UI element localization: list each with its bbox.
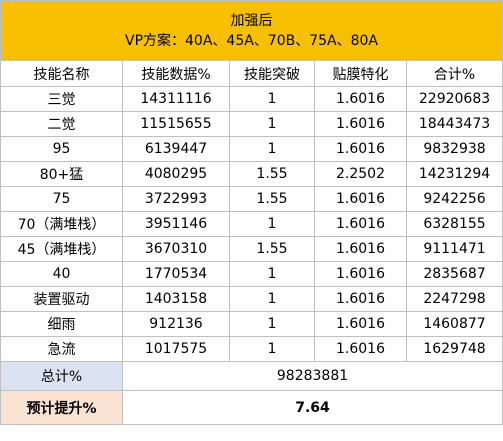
cell-skill-breakthrough: 1.55	[229, 161, 315, 187]
table-row: 70（满堆栈） 3951146 1 1.6016 6328155	[0, 211, 503, 237]
cell-total: 1460877	[405, 311, 503, 337]
cell-skill-breakthrough: 1.55	[229, 236, 315, 262]
header-total: 合计%	[405, 60, 503, 87]
table-row: 95 6139447 1 1.6016 9832938	[0, 136, 503, 162]
cell-skill-breakthrough: 1.55	[229, 186, 315, 212]
cell-film-specialization: 1.6016	[314, 311, 407, 337]
table-row: 40 1770534 1 1.6016 2835687	[0, 261, 503, 287]
cell-total: 9242256	[405, 186, 503, 212]
cell-skill-name: 三觉	[0, 86, 123, 112]
cell-film-specialization: 1.6016	[314, 261, 407, 287]
table-row: 45（满堆栈） 3670310 1.55 1.6016 9111471	[0, 236, 503, 262]
title-row: 加强后 VP方案：40A、45A、70B、75A、80A	[0, 0, 503, 61]
cell-skill-data: 3722993	[122, 186, 230, 212]
table-row: 80+猛 4080295 1.55 2.2502 14231294	[0, 161, 503, 187]
damage-table: 加强后 VP方案：40A、45A、70B、75A、80A 技能名称 技能数据% …	[0, 0, 503, 425]
cell-skill-data: 912136	[122, 311, 230, 337]
cell-film-specialization: 1.6016	[314, 186, 407, 212]
total-label: 总计%	[0, 361, 123, 391]
cell-skill-name: 80+猛	[0, 161, 123, 187]
cell-skill-data: 4080295	[122, 161, 230, 187]
cell-film-specialization: 1.6016	[314, 86, 407, 112]
cell-skill-data: 3951146	[122, 211, 230, 237]
title-cell: 加强后 VP方案：40A、45A、70B、75A、80A	[0, 0, 503, 61]
cell-skill-name: 45（满堆栈）	[0, 236, 123, 262]
predicted-row: 预计提升% 7.64	[0, 390, 503, 425]
cell-total: 1629748	[405, 336, 503, 362]
cell-skill-name: 装置驱动	[0, 286, 123, 312]
cell-total: 14231294	[405, 161, 503, 187]
cell-skill-name: 急流	[0, 336, 123, 362]
cell-skill-breakthrough: 1	[229, 111, 315, 137]
cell-film-specialization: 1.6016	[314, 236, 407, 262]
header-skill-name: 技能名称	[0, 60, 123, 87]
cell-skill-data: 3670310	[122, 236, 230, 262]
predicted-label: 预计提升%	[0, 390, 123, 425]
total-value: 98283881	[121, 361, 503, 391]
cell-skill-breakthrough: 1	[229, 136, 315, 162]
cell-skill-breakthrough: 1	[229, 286, 315, 312]
cell-skill-breakthrough: 1	[229, 86, 315, 112]
cell-total: 9832938	[405, 136, 503, 162]
total-row: 总计% 98283881	[0, 361, 503, 391]
table-row: 急流 1017575 1 1.6016 1629748	[0, 336, 503, 362]
cell-total: 2835687	[405, 261, 503, 287]
header-skill-data: 技能数据%	[122, 60, 230, 87]
cell-total: 2247298	[405, 286, 503, 312]
cell-film-specialization: 2.2502	[314, 161, 407, 187]
table-row: 装置驱动 1403158 1 1.6016 2247298	[0, 286, 503, 312]
cell-skill-breakthrough: 1	[229, 311, 315, 337]
cell-skill-data: 1770534	[122, 261, 230, 287]
cell-film-specialization: 1.6016	[314, 111, 407, 137]
table-row: 细雨 912136 1 1.6016 1460877	[0, 311, 503, 337]
cell-skill-data: 14311116	[122, 86, 230, 112]
header-row: 技能名称 技能数据% 技能突破 贴膜特化 合计%	[0, 60, 503, 87]
cell-skill-data: 11515655	[122, 111, 230, 137]
cell-skill-breakthrough: 1	[229, 261, 315, 287]
cell-skill-breakthrough: 1	[229, 336, 315, 362]
cell-total: 22920683	[405, 86, 503, 112]
cell-skill-name: 二觉	[0, 111, 123, 137]
cell-skill-data: 6139447	[122, 136, 230, 162]
table-row: 75 3722993 1.55 1.6016 9242256	[0, 186, 503, 212]
cell-film-specialization: 1.6016	[314, 136, 407, 162]
cell-film-specialization: 1.6016	[314, 211, 407, 237]
table-row: 三觉 14311116 1 1.6016 22920683	[0, 86, 503, 112]
table-title: 加强后	[230, 12, 273, 29]
cell-skill-name: 75	[0, 186, 123, 212]
cell-skill-breakthrough: 1	[229, 211, 315, 237]
cell-skill-data: 1403158	[122, 286, 230, 312]
header-film-specialization: 贴膜特化	[314, 60, 407, 87]
header-skill-breakthrough: 技能突破	[229, 60, 315, 87]
cell-total: 18443473	[405, 111, 503, 137]
cell-skill-name: 细雨	[0, 311, 123, 337]
predicted-value: 7.64	[121, 390, 503, 425]
cell-skill-data: 1017575	[122, 336, 230, 362]
table-row: 二觉 11515655 1 1.6016 18443473	[0, 111, 503, 137]
cell-skill-name: 95	[0, 136, 123, 162]
cell-total: 9111471	[405, 236, 503, 262]
cell-film-specialization: 1.6016	[314, 286, 407, 312]
cell-film-specialization: 1.6016	[314, 336, 407, 362]
cell-skill-name: 70（满堆栈）	[0, 211, 123, 237]
table-subtitle: VP方案：40A、45A、70B、75A、80A	[125, 32, 379, 49]
cell-total: 6328155	[405, 211, 503, 237]
cell-skill-name: 40	[0, 261, 123, 287]
